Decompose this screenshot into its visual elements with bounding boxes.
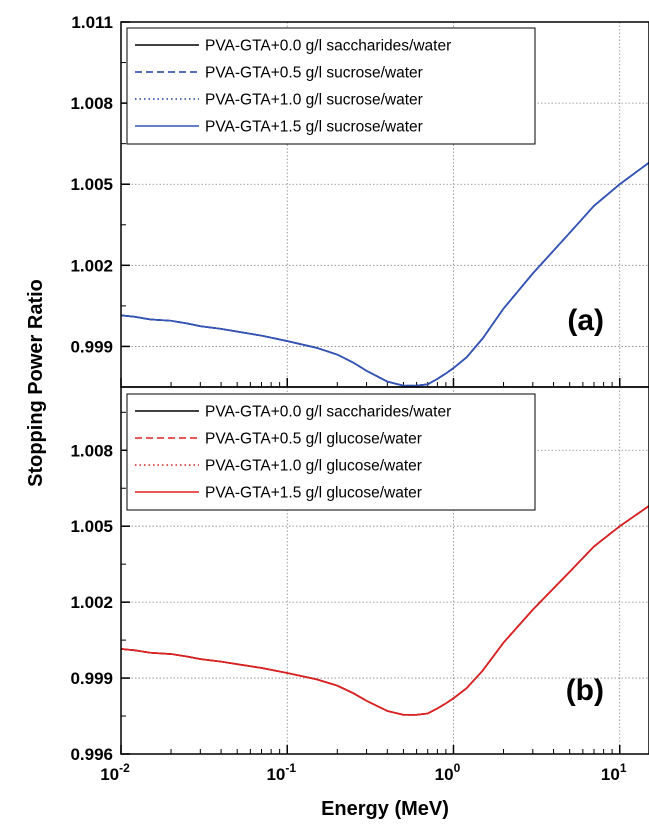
x-tick-exponent: -1: [285, 761, 296, 775]
series-line: [121, 161, 649, 387]
legend-entry: PVA-GTA+0.0 g/l saccharides/water: [205, 404, 451, 421]
x-tick-base: 10: [100, 765, 119, 784]
x-tick-base: 10: [266, 765, 285, 784]
series-line: [121, 161, 649, 387]
x-tick-exponent: 0: [454, 761, 461, 775]
x-tick-label: 100: [435, 761, 461, 784]
panel-label: (b): [566, 674, 604, 707]
y-tick-label: 1.005: [70, 175, 113, 194]
legend-entry: PVA-GTA+1.0 g/l glucose/water: [205, 458, 422, 475]
y-tick-label: 1.011: [71, 13, 113, 32]
y-axis-title: Stopping Power Ratio: [25, 279, 47, 487]
x-tick-exponent: -2: [119, 761, 130, 775]
x-tick-label: 10-1: [266, 761, 296, 784]
panel-b: 0.996 0.999 1.002 1.005 1.008 PVA-GTA+0.0 g/l…: [70, 386, 649, 764]
series-line: [121, 505, 649, 716]
x-tick-exponent: 1: [620, 761, 627, 775]
legend: PVA-GTA+0.0 g/l saccharides/water PVA-GTA…: [126, 27, 536, 145]
y-tick-label: 0.999: [70, 669, 113, 688]
legend-entry: PVA-GTA+0.5 g/l glucose/water: [205, 431, 422, 448]
legend-entry: PVA-GTA+1.0 g/l sucrose/water: [205, 92, 423, 109]
panel-label: (a): [567, 304, 604, 337]
y-tick-label: 1.005: [70, 517, 113, 536]
plot-frame: [120, 386, 649, 755]
y-tick-label: 0.996: [70, 745, 113, 764]
legend: PVA-GTA+0.0 g/l saccharides/water PVA-GTA…: [126, 393, 536, 511]
x-tick-label: 101: [601, 761, 627, 784]
x-axis-ticks: 10-2 10-1 100 101: [100, 761, 627, 784]
x-tick-base: 10: [435, 765, 454, 784]
y-tick-label: 1.002: [70, 256, 113, 275]
panel-a: 0.999 1.002 1.005 1.008 1.011 PVA-GTA+0.0 g/l…: [70, 13, 649, 388]
legend-box: [126, 393, 536, 511]
x-axis-title: Energy (MeV): [321, 798, 449, 820]
series-line: [121, 161, 649, 387]
series-line: [121, 161, 649, 387]
y-tick-label: 1.002: [70, 593, 113, 612]
x-tick-label: 10-2: [100, 761, 130, 784]
y-tick-label: 0.999: [70, 337, 113, 356]
y-tick-label: 1.008: [70, 94, 113, 113]
legend-entry: PVA-GTA+1.5 g/l glucose/water: [205, 485, 422, 502]
legend-entry: PVA-GTA+1.5 g/l sucrose/water: [205, 119, 423, 136]
legend-entry: PVA-GTA+0.5 g/l sucrose/water: [205, 65, 423, 82]
legend-box: [126, 27, 536, 145]
legend-entry: PVA-GTA+0.0 g/l saccharides/water: [205, 38, 451, 55]
x-tick-base: 10: [601, 765, 620, 784]
y-tick-label: 1.008: [70, 441, 113, 460]
